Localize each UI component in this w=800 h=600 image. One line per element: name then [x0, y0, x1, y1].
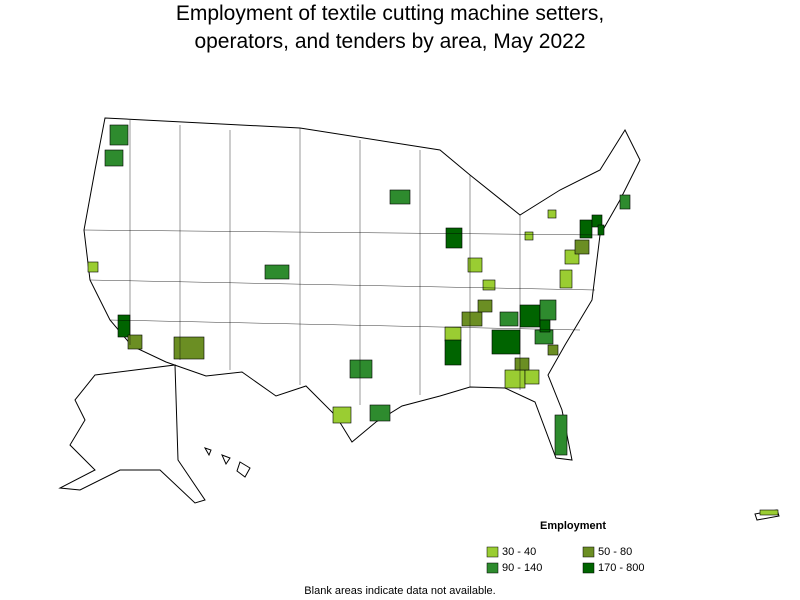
area [619, 194, 631, 210]
area [349, 359, 373, 379]
legend-swatch [486, 562, 499, 574]
hawaii [203, 447, 251, 478]
area [87, 261, 99, 273]
area [491, 329, 521, 355]
legend-label: 30 - 40 [502, 546, 536, 558]
area [477, 299, 493, 313]
area [482, 279, 496, 291]
legend-label: 90 - 140 [502, 562, 542, 574]
area [574, 239, 590, 255]
legend-swatch [486, 546, 499, 558]
legend-label: 170 - 800 [598, 562, 644, 574]
area [591, 214, 603, 228]
legend-title: Employment [540, 520, 606, 532]
area [759, 509, 779, 516]
areas [87, 124, 779, 516]
boundaries [83, 120, 601, 405]
area [109, 124, 129, 146]
area [444, 326, 462, 342]
contiguous-us [83, 117, 641, 461]
area [519, 304, 541, 328]
area [539, 299, 557, 321]
area [104, 149, 124, 167]
footnote: Blank areas indicate data not available. [304, 585, 495, 597]
area [264, 264, 290, 280]
area [524, 231, 534, 241]
legend-swatch [582, 562, 595, 574]
area [504, 369, 526, 389]
map-outline [58, 117, 780, 521]
area [597, 224, 605, 236]
area [117, 314, 131, 338]
area [173, 336, 205, 360]
area [389, 189, 411, 205]
area [444, 339, 462, 366]
area [547, 344, 559, 356]
area [467, 257, 483, 273]
area [499, 311, 519, 327]
area [514, 357, 530, 371]
alaska [58, 364, 206, 504]
area [332, 406, 352, 424]
legend-label: 50 - 80 [598, 546, 632, 558]
area [461, 311, 483, 327]
area [554, 414, 568, 456]
legend: 30 - 40 50 - 80 90 - 140 170 - 800 [486, 546, 644, 574]
area [547, 209, 557, 219]
area [579, 219, 593, 239]
area [369, 404, 391, 422]
area [559, 269, 573, 289]
legend-swatch [582, 546, 595, 558]
area [127, 334, 143, 350]
title: Employment of textile cutting machine se… [175, 2, 605, 53]
area [524, 369, 540, 385]
area [539, 319, 551, 333]
area [445, 227, 463, 249]
